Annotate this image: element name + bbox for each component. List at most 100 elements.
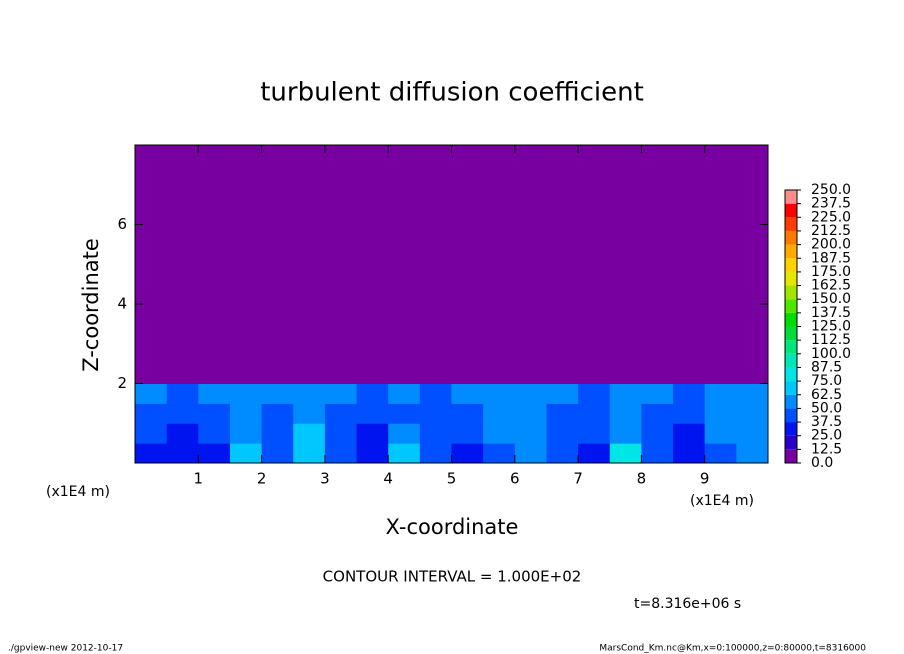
field-cell (451, 403, 484, 424)
field-cell (166, 403, 199, 424)
field-cell (356, 145, 389, 384)
field-cell (673, 145, 706, 384)
x-axis-label: X-coordinate (386, 515, 519, 539)
colorbar-label: 100.0 (811, 346, 851, 362)
field-cell (451, 145, 484, 384)
field-cell (229, 383, 263, 404)
field-cell (419, 403, 452, 424)
chart-title: turbulent diffusion coefficient (260, 78, 644, 108)
contour-interval: CONTOUR INTERVAL = 1.000E+02 (323, 568, 582, 586)
field-cell (736, 443, 769, 464)
colorbar-swatch (785, 422, 797, 436)
field-cell (135, 383, 168, 404)
colorbar-label: 200.0 (811, 237, 851, 253)
field-cell (166, 383, 199, 404)
x-tick-label: 8 (637, 470, 647, 488)
field-cell (261, 403, 294, 424)
colorbar-label: 162.5 (811, 278, 851, 294)
field-cell (135, 145, 168, 384)
field-cell (356, 423, 389, 444)
field-cell (419, 443, 452, 464)
x-unit-right: (x1E4 m) (690, 493, 754, 509)
colorbar-label: 137.5 (811, 305, 851, 321)
field-cell (736, 403, 769, 424)
field-cell (356, 443, 389, 464)
field-cell (514, 145, 547, 384)
field-cell (704, 443, 737, 464)
field-cell (641, 403, 674, 424)
field-cell (293, 423, 326, 444)
field-cell (135, 443, 168, 464)
field-cell (388, 145, 421, 384)
field-cell (419, 423, 452, 444)
colorbar-label: 87.5 (811, 359, 842, 375)
x-tick-label: 2 (257, 470, 267, 488)
footer-left: ./gpview-new 2012-10-17 (8, 644, 123, 654)
field-cell (293, 443, 326, 464)
field-cell (451, 423, 484, 444)
field-cell (229, 403, 263, 424)
field-cell (514, 383, 547, 404)
field-cell (736, 383, 769, 404)
field-cell (198, 403, 231, 424)
field-cell (514, 443, 547, 464)
field-cell (166, 423, 199, 444)
field-cell (388, 403, 421, 424)
field-cell (578, 423, 611, 444)
field-cell (609, 403, 642, 424)
colorbar-label: 62.5 (811, 387, 842, 403)
field-cell (673, 443, 706, 464)
colorbar-swatch (785, 299, 797, 313)
field-cell (166, 443, 199, 464)
colorbar-swatch (785, 203, 797, 218)
field-cell (673, 403, 706, 424)
field-cell (641, 383, 674, 404)
colorbar-label: 0.0 (811, 455, 833, 471)
colorbar-swatch (785, 244, 797, 259)
field-cell (514, 423, 547, 444)
field-cell (578, 443, 611, 464)
field-cell (483, 443, 516, 464)
field-cell (293, 383, 326, 404)
colorbar-label: 125.0 (811, 319, 851, 335)
colorbar-label: 237.5 (811, 196, 851, 212)
colorbar-swatch (785, 258, 797, 272)
colorbar-label: 212.5 (811, 223, 851, 239)
y-tick-label: 2 (117, 374, 127, 392)
field-cell (135, 403, 168, 424)
field-cell (546, 423, 579, 444)
field-cell (293, 145, 326, 384)
field-cell (356, 403, 389, 424)
colorbar-swatch (785, 394, 797, 409)
field-cell (641, 443, 674, 464)
field-cell (546, 443, 579, 464)
colorbar-label: 112.5 (811, 332, 851, 348)
colorbar-label: 175.0 (811, 264, 851, 280)
field-cell (704, 145, 737, 384)
y-tick-label: 6 (117, 215, 127, 233)
x-tick-label: 9 (700, 470, 710, 488)
colorbar-label: 50.0 (811, 400, 842, 416)
field-cell (609, 443, 642, 464)
field-cell (483, 423, 516, 444)
colorbar-swatch (785, 340, 797, 354)
axes: 1 2 3 4 5 6 7 8 9 2 4 6 0.012.525.037.550.062.575.08… (117, 144, 851, 488)
field-cell (578, 403, 611, 424)
field-cell (261, 443, 294, 464)
x-tick-label: 5 (447, 470, 457, 488)
colorbar-swatch (785, 326, 797, 341)
field-cell (324, 383, 358, 404)
field-cell (578, 383, 611, 404)
field-cell (609, 145, 642, 384)
x-tick-label: 4 (383, 470, 393, 488)
field-cell (483, 383, 516, 404)
field-cell (166, 145, 199, 384)
field-cell (704, 383, 737, 404)
field-cell (609, 423, 642, 444)
field-cell (198, 383, 231, 404)
x-tick-label: 7 (573, 470, 583, 488)
colorbar-label: 187.5 (811, 250, 851, 266)
colorbar-swatch (785, 353, 797, 368)
field-cell (736, 423, 769, 444)
